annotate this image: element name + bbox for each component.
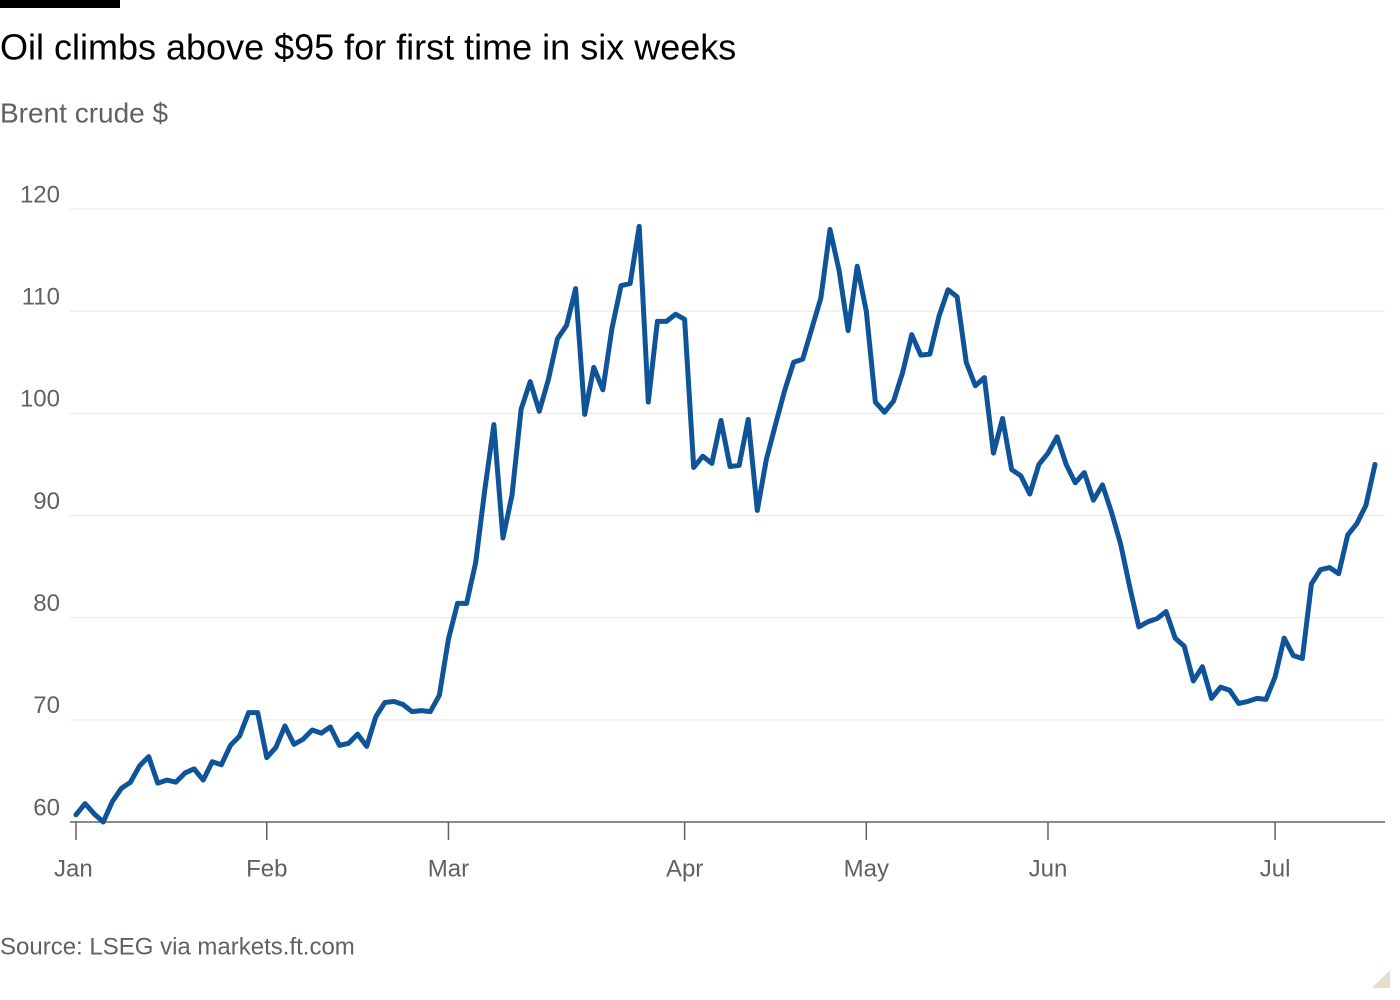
y-tick-label: 110 [22, 284, 60, 311]
y-tick-label: 90 [33, 488, 60, 515]
source-note: Source: LSEG via markets.ft.com [0, 933, 355, 960]
x-tick-label: Mar [428, 855, 469, 882]
corner-mark [1372, 970, 1390, 988]
chart-subtitle: Brent crude $ [0, 97, 169, 128]
price-line [73, 223, 1378, 825]
y-tick-label: 120 [20, 181, 60, 208]
y-tick-label: 60 [33, 794, 60, 821]
x-tick-label: Jan [54, 855, 93, 882]
x-tick-label: Feb [246, 855, 287, 882]
y-tick-label: 80 [33, 590, 60, 617]
x-tick-label: Jul [1260, 855, 1291, 882]
x-tick-label: May [844, 855, 889, 882]
brand-bar [0, 0, 120, 8]
y-tick-label: 70 [33, 692, 60, 719]
plot-area [73, 223, 1378, 825]
y-tick-label: 100 [20, 386, 60, 413]
chart-title: Oil climbs above $95 for first time in s… [0, 27, 736, 68]
grid: 60 70 80 90 100 110 120 Jan Feb Mar Apr May Jun Jul [20, 181, 1385, 882]
x-tick-label: Jun [1029, 855, 1068, 882]
x-tick-label: Apr [666, 855, 703, 882]
